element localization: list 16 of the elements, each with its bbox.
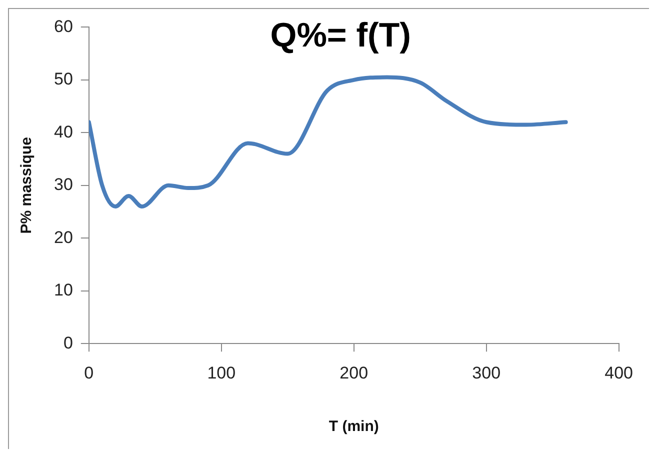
x-tick-label: 0 bbox=[84, 363, 94, 382]
y-tick-label: 60 bbox=[54, 16, 73, 36]
x-tick-label: 100 bbox=[207, 363, 236, 382]
x-tick-label: 400 bbox=[604, 363, 634, 382]
line-series bbox=[88, 75, 568, 208]
y-tick-label: 40 bbox=[54, 122, 73, 142]
x-axis-title: T (min) bbox=[328, 418, 379, 436]
x-tick-label: 300 bbox=[472, 363, 501, 382]
x-tick-label: 200 bbox=[340, 363, 368, 382]
y-tick-label: 30 bbox=[54, 175, 73, 194]
y-tick-label: 0 bbox=[63, 333, 73, 352]
chart-title: Q%= f(T) bbox=[270, 16, 411, 55]
y-tick-label: 20 bbox=[54, 228, 73, 247]
y-tick-label: 50 bbox=[54, 70, 73, 89]
y-axis-title: P% massique bbox=[18, 137, 36, 234]
y-tick-label: 10 bbox=[54, 280, 73, 300]
